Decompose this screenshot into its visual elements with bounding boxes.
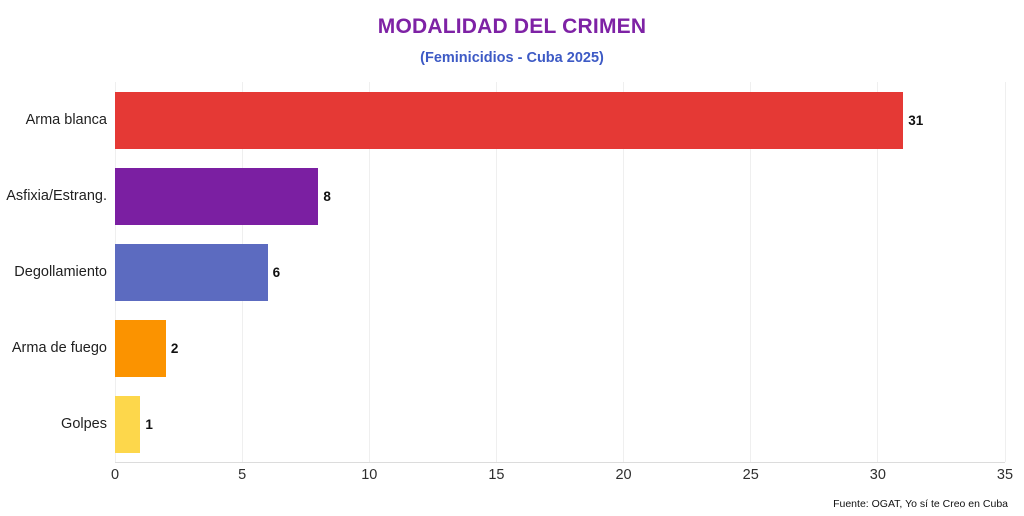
category-label: Degollamiento <box>14 264 107 280</box>
bar-value-label: 31 <box>908 112 924 128</box>
x-tick-label: 10 <box>361 467 378 483</box>
bar-row: 31 <box>115 82 1005 158</box>
x-tick-label: 15 <box>488 467 505 483</box>
bar <box>115 91 904 149</box>
x-tick-label: 20 <box>615 467 632 483</box>
bar-value-label: 2 <box>170 340 179 356</box>
bar <box>115 243 268 301</box>
chart-title: MODALIDAD DEL CRIMEN <box>377 15 647 38</box>
source-note: Fuente: OGAT, Yo sí te Creo en Cuba <box>833 498 1008 510</box>
category-label: Arma blanca <box>25 112 107 128</box>
chart-subtitle: (Feminicidios - Cuba 2025) <box>420 50 604 66</box>
gridline <box>623 82 625 462</box>
bar-row: 2 <box>115 310 1005 386</box>
bar-value-label: 8 <box>323 188 331 204</box>
gridline <box>368 82 370 462</box>
bar <box>115 167 319 225</box>
x-tick-label: 25 <box>742 467 759 483</box>
category-label: Arma de fuego <box>11 340 107 356</box>
bar-row: 1 <box>115 386 1005 462</box>
x-tick-label: 5 <box>238 467 247 483</box>
gridline <box>750 82 752 462</box>
bar-row: 6 <box>115 234 1005 310</box>
category-label: Golpes <box>61 416 107 432</box>
bar-row: 8 <box>115 158 1005 234</box>
bar <box>115 395 141 453</box>
bar-value-label: 6 <box>272 264 281 280</box>
gridline <box>877 82 879 462</box>
x-tick-label: 30 <box>869 467 886 483</box>
bar <box>115 319 166 377</box>
x-tick-label: 35 <box>996 467 1014 483</box>
category-label: Asfixia/Estrang. <box>6 188 107 204</box>
plot-area: 31 8 6 2 1 <box>114 82 1006 463</box>
bar-value-label: 1 <box>145 416 153 432</box>
gridline <box>495 82 497 462</box>
gridline <box>1004 82 1006 462</box>
category-axis: Arma blanca Asfixia/Estrang. Degollamiento… <box>0 82 107 462</box>
x-tick-label: 0 <box>110 467 120 483</box>
x-axis: 0 5 10 15 20 25 30 35 <box>111 467 1013 487</box>
